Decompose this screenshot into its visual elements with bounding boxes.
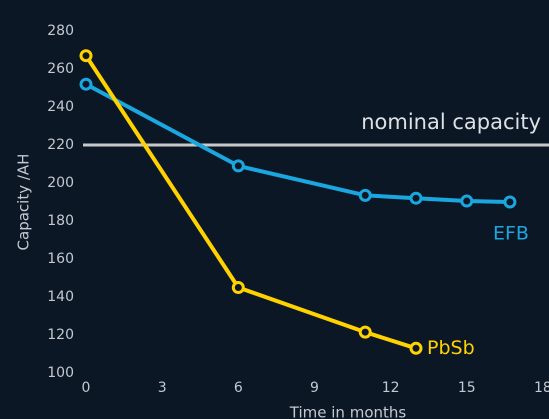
x-axis-label: Time in months (289, 404, 407, 419)
point (79, 49, 93, 63)
point (231, 281, 245, 294)
x-tick-label: 18 (534, 380, 549, 396)
x-tick-label: 12 (382, 380, 400, 396)
point (358, 325, 372, 339)
y-tick-label: 160 (47, 251, 74, 267)
y-tick-label: 120 (47, 327, 74, 343)
x-tick-label: 9 (310, 380, 319, 396)
reference-label: nominal capacity (361, 110, 541, 134)
x-tick-label: 6 (234, 380, 243, 396)
y-tick-label: 280 (47, 23, 74, 39)
y-tick-label: 240 (47, 99, 74, 115)
y-tick-label: 100 (47, 365, 74, 381)
y-tick-label: 260 (47, 61, 74, 77)
x-tick-label: 0 (82, 380, 91, 396)
series-line (84, 54, 417, 351)
y-tick-label: 220 (47, 137, 74, 153)
y-tick-label: 180 (47, 213, 74, 229)
series-line (85, 82, 510, 204)
y-tick-label: 140 (47, 289, 74, 305)
point (409, 341, 423, 355)
y-tick-label: 200 (47, 175, 74, 191)
point (79, 77, 93, 91)
point (409, 191, 423, 205)
series-label: PbSb (427, 337, 475, 359)
point (503, 195, 517, 209)
y-axis-label: Capacity /AH (15, 154, 33, 251)
point (231, 159, 245, 173)
series-label: EFB (493, 223, 529, 245)
x-tick-label: 3 (158, 380, 167, 396)
point (460, 194, 474, 208)
x-tick-label: 15 (458, 380, 476, 396)
point (358, 188, 372, 202)
